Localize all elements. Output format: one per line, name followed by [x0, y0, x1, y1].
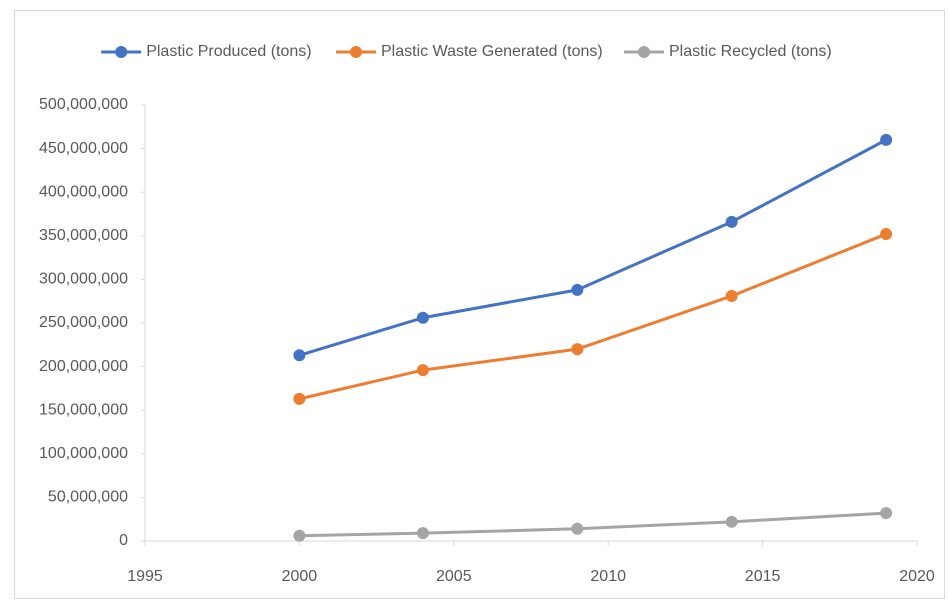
data-point	[416, 311, 429, 324]
y-tick-label: 200,000,000	[39, 358, 128, 375]
x-tick-label: 1995	[127, 568, 163, 585]
y-tick-label: 500,000,000	[39, 96, 128, 113]
data-point	[416, 527, 429, 540]
data-point	[880, 507, 893, 520]
data-point	[571, 522, 584, 535]
legend-label: Plastic Recycled (tons)	[669, 43, 832, 60]
y-tick-label: 300,000,000	[39, 271, 128, 288]
legend-marker	[115, 46, 128, 58]
data-point	[293, 392, 306, 405]
y-tick-label: 100,000,000	[39, 445, 128, 462]
legend-marker	[638, 46, 650, 58]
x-tick-label: 2015	[745, 568, 781, 585]
y-tick-label: 450,000,000	[39, 140, 128, 157]
data-point	[725, 289, 738, 302]
data-point	[725, 515, 738, 528]
x-tick-label: 2000	[282, 568, 318, 585]
y-tick-label: 400,000,000	[39, 183, 128, 200]
legend-marker	[350, 46, 362, 58]
data-point	[880, 133, 893, 146]
y-tick-label: 350,000,000	[39, 227, 128, 244]
x-tick-label: 2010	[590, 568, 626, 585]
y-tick-label: 50,000,000	[48, 489, 128, 506]
y-tick-label: 250,000,000	[39, 314, 128, 331]
data-point	[725, 215, 738, 228]
data-point	[293, 529, 306, 542]
y-tick-label: 150,000,000	[39, 401, 128, 418]
data-point	[571, 283, 584, 296]
chart-border	[14, 10, 945, 599]
x-tick-label: 2005	[436, 568, 472, 585]
data-point	[880, 228, 893, 241]
y-tick-label: 0	[119, 532, 128, 549]
legend-label: Plastic Produced (tons)	[146, 43, 311, 60]
data-point	[416, 364, 429, 377]
data-point	[571, 343, 584, 356]
x-tick-label: 2020	[899, 568, 935, 585]
legend-label: Plastic Waste Generated (tons)	[381, 43, 603, 60]
data-point	[293, 349, 306, 362]
